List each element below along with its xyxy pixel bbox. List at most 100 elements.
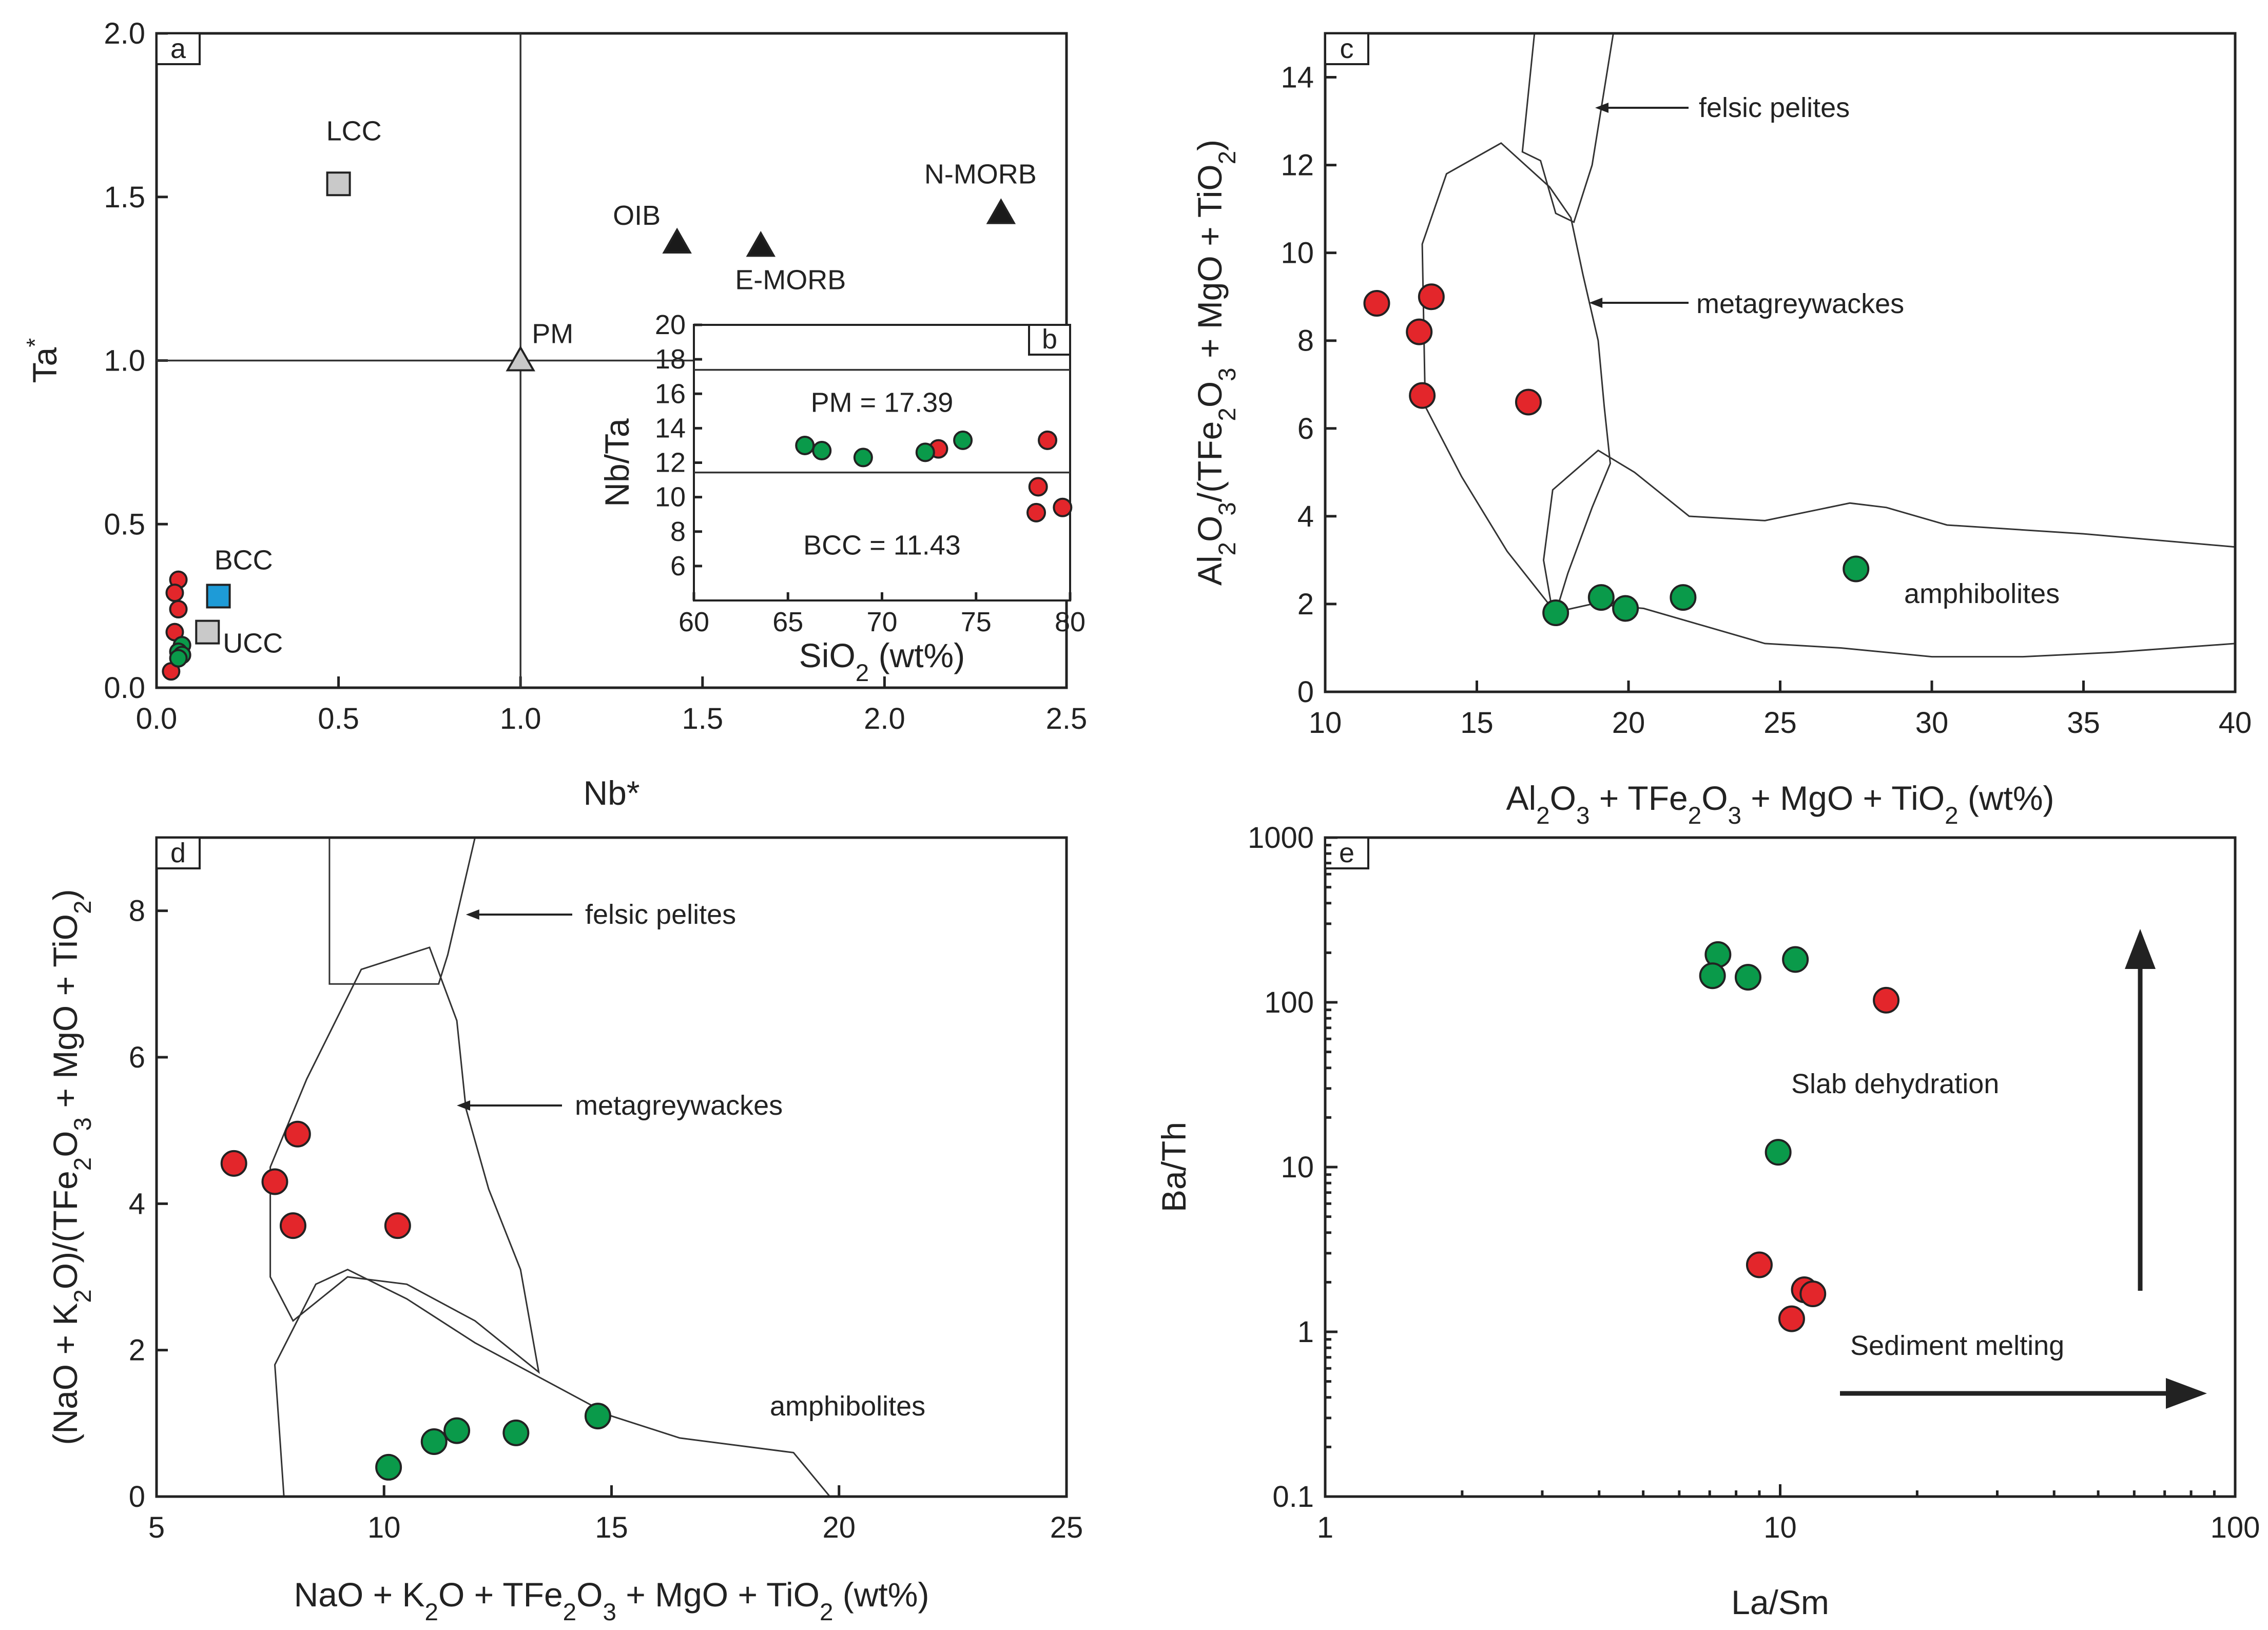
panel-label-box [1324,837,1369,869]
x-tick-label: 20 [1612,706,1645,740]
data-point-green [1670,584,1697,611]
y-tick-label: 8 [670,516,686,547]
x-axis-label: La/Sm [1731,1583,1829,1621]
data-point-red [1778,1305,1805,1332]
data-point-green [1612,595,1639,622]
data-point-green [795,435,815,455]
x-tick-label: 10 [1763,1511,1797,1544]
data-point-red [165,584,184,603]
arrow-sediment-melting-head [2166,1378,2207,1409]
reference-bcc-label: BCC [215,545,273,576]
field-outlines [269,838,831,1497]
field-label-metagreywackes: metagreywackes [575,1090,783,1121]
y-tick-label: 1000 [1248,821,1314,855]
y-tick-label: 8 [129,895,145,928]
x-tick-label: 40 [2219,706,2252,740]
x-tick-label: 100 [2211,1511,2260,1544]
x-axis-label: Nb* [583,774,639,812]
reference-pm-marker [506,345,535,372]
x-tick-label: 15 [1460,706,1494,740]
data-point-red [384,1212,411,1239]
data-point-green [1542,599,1569,627]
y-axis-label: Nb/Ta [598,418,636,507]
x-tick-label: 1.0 [500,702,541,735]
x-tick-label: 25 [1050,1511,1083,1544]
x-tick-label: 70 [866,607,897,637]
y-axis-label: (NaO + K2O)/(TFe2O3 + MgO + TiO2) [46,889,96,1445]
data-point-green [812,441,832,461]
reference-pm-label: PM [532,319,573,350]
arrow-felsic-pelites-head [466,909,479,920]
data-point-green [443,1417,471,1444]
data-point-green [375,1453,402,1481]
data-point-red [1409,382,1436,409]
data-point-green [915,442,935,462]
x-axis-label: NaO + K2O + TFe2O3 + MgO + TiO2 (wt%) [294,1576,929,1626]
y-tick-label: 6 [1297,412,1314,445]
y-tick-label: 8 [1297,324,1314,358]
field-label-amphibolites: amphibolites [1904,578,2060,609]
y-tick-label: 12 [1281,149,1314,182]
data-point-green [1587,584,1615,611]
field-label-amphibolites: amphibolites [770,1391,925,1422]
panel-label-box [1324,32,1369,65]
field-felsic-pelites [1521,33,1614,223]
y-tick-label: 2 [129,1334,145,1367]
x-tick-label: 25 [1763,706,1797,740]
x-tick-label: 0.5 [318,702,359,735]
y-tick-label: 18 [655,344,686,375]
y-tick-label: 0.0 [104,671,145,705]
annotation-sediment-melting: Sediment melting [1850,1330,2064,1361]
data-point-red [1799,1280,1827,1308]
x-tick-label: 5 [148,1511,165,1544]
reference-lcc-label: LCC [326,115,382,146]
arrow-metagreywackes-head [457,1100,471,1111]
y-tick-label: 10 [1281,1151,1314,1184]
y-tick-label: 16 [655,378,686,409]
x-tick-label: 1.5 [682,702,723,735]
x-axis-label: Al2O3 + TFe2O3 + MgO + TiO2 (wt%) [1506,779,2054,829]
y-tick-label: 2.0 [104,17,145,50]
y-tick-label: 0 [1297,675,1314,709]
x-tick-label: 0.0 [136,702,178,735]
data-point-red [169,600,188,618]
panel-letter: c [1340,33,1354,64]
data-point-red [1418,283,1445,311]
field-label-metagreywackes: metagreywackes [1696,288,1904,319]
x-tick-label: 65 [772,607,803,637]
x-tick-label: 10 [367,1511,401,1544]
data-point-red [261,1168,288,1195]
panel-label-box [156,32,201,65]
y-tick-label: 10 [655,482,686,513]
reference-ucc-marker [195,619,220,645]
reference-oib-label: OIB [613,200,661,231]
data-point-red [1038,430,1058,450]
reference-ucc-label: UCC [223,628,283,659]
annotation-slab-dehydration: Slab dehydration [1791,1069,1999,1099]
data-point-green [853,448,873,468]
data-point-red [1406,318,1433,345]
plot-frame [1324,836,2237,1498]
y-axis-label: Ba/Th [1155,1122,1193,1212]
y-tick-label: 12 [655,448,686,478]
reference-lcc-marker [326,171,351,197]
y-tick-label: 1.0 [104,344,145,378]
panel-d: d 5 10 15 20 25 0 2 4 6 8 NaO + K2O + TFe2O3 + MgO … [46,836,1083,1626]
data-point-green [1765,1139,1792,1166]
arrow-felsic-pelites-head [1595,103,1608,113]
data-point-red [284,1120,311,1148]
y-tick-label: 14 [655,413,686,443]
data-point-red [220,1150,247,1177]
reference-e-morb-label: E-MORB [735,264,846,295]
x-tick-label: 10 [1309,706,1342,740]
data-point-green [1699,962,1726,989]
y-tick-label: 6 [129,1041,145,1074]
y-tick-label: 0.1 [1272,1480,1314,1513]
reference-n-morb-label: N-MORB [924,159,1037,190]
plot-frame [155,836,1068,1498]
y-tick-label: 0 [129,1480,145,1513]
data-point-red [279,1212,306,1239]
field-outlines [1421,33,2235,658]
